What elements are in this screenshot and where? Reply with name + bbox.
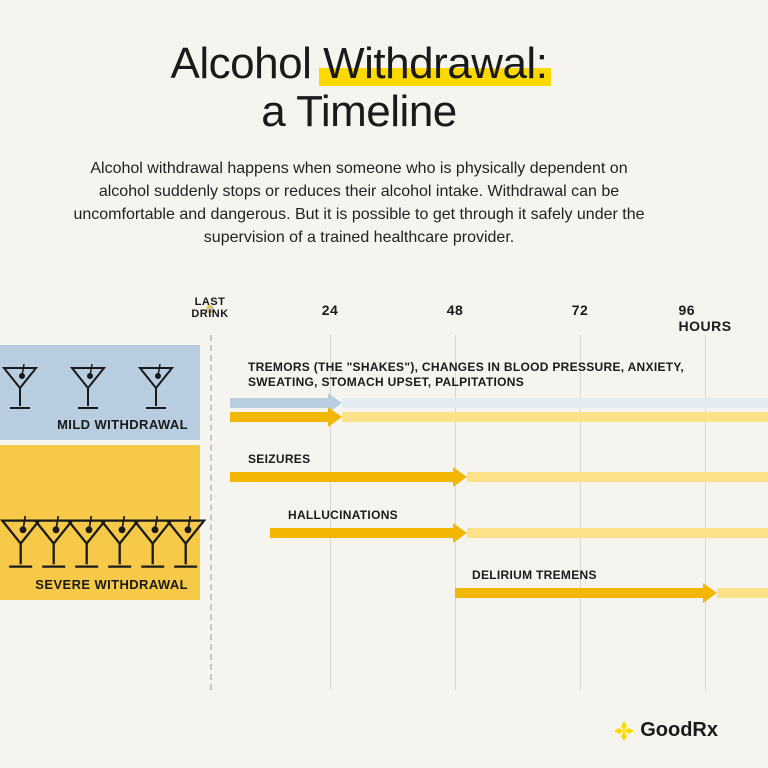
bar-dark [270, 528, 455, 538]
intro-text: Alcohol withdrawal happens when someone … [70, 157, 648, 250]
tick-label: 72 [572, 302, 589, 318]
martini-icon [70, 364, 106, 412]
martini-icon [138, 364, 174, 412]
bar-light [717, 588, 768, 598]
origin-line [210, 335, 212, 690]
bar-dark [230, 472, 455, 482]
bar-tremors [230, 398, 768, 408]
arrow-icon [453, 523, 467, 543]
title-highlight: Withdrawal: [323, 40, 547, 88]
bar-dark [230, 412, 330, 422]
timeline-chart: LAST DRINK24487296 HOURS MILD WITHDRAWAL [0, 290, 718, 720]
bar-seizures [230, 472, 768, 482]
symptom-label-dt: DELIRIUM TREMENS [472, 568, 768, 584]
bar-dark [455, 588, 705, 598]
page-title: Alcohol Withdrawal: a Timeline [50, 40, 668, 137]
severe-label: SEVERE WITHDRAWAL [35, 577, 188, 592]
bar-dark [230, 398, 330, 408]
mild-row: MILD WITHDRAWAL [0, 345, 200, 440]
bar-hallucinations [270, 528, 768, 538]
tick-label: 96 HOURS [678, 302, 731, 334]
title-pre: Alcohol [171, 39, 324, 88]
arrow-icon [328, 407, 342, 427]
symptom-label-tremors: TREMORS (THE "SHAKES"), CHANGES IN BLOOD… [248, 360, 718, 391]
arrow-icon [453, 467, 467, 487]
severe-row: SEVERE WITHDRAWAL [0, 445, 200, 600]
tick-label: 48 [447, 302, 464, 318]
brand-logo: GoodRx [614, 719, 718, 742]
bar-light [342, 398, 768, 408]
bar-tremors2 [230, 412, 768, 422]
bar-light [467, 528, 768, 538]
plus-icon [614, 721, 634, 741]
arrow-icon [703, 583, 717, 603]
martini-icon [2, 364, 38, 412]
bar-light [467, 472, 768, 482]
axis: LAST DRINK24487296 HOURS [0, 290, 718, 330]
tick-label: 24 [322, 302, 339, 318]
brand-text: GoodRx [640, 719, 718, 742]
martini-icon [165, 516, 206, 571]
symptom-label-seizures: SEIZURES [248, 452, 548, 468]
title-post: a Timeline [261, 87, 457, 136]
bar-light [342, 412, 768, 422]
mild-label: MILD WITHDRAWAL [57, 417, 188, 432]
last-drink-label: LAST DRINK [180, 296, 240, 320]
symptom-label-hallucinations: HALLUCINATIONS [288, 508, 588, 524]
bar-dt [455, 588, 768, 598]
